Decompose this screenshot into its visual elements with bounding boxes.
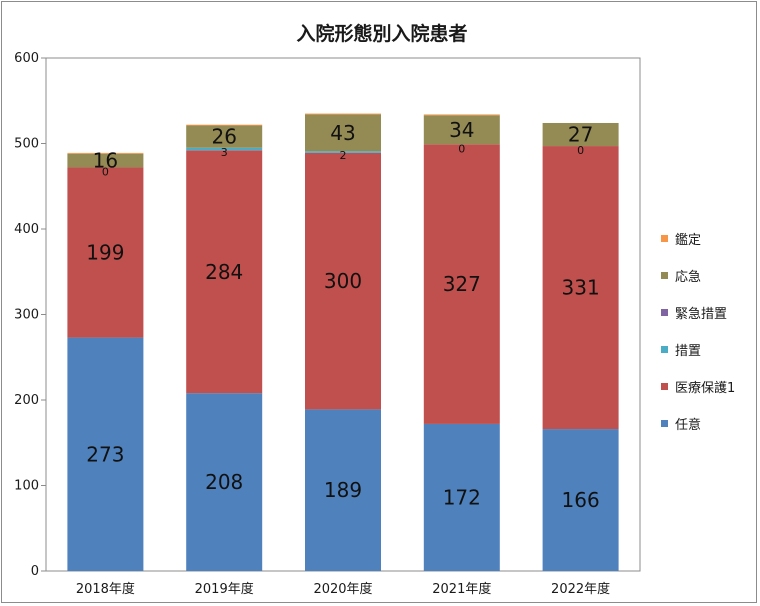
bar-segment [67,153,144,168]
data-label: 331 [562,276,600,300]
data-label: 16 [93,149,118,173]
legend-label: 鑑定 [675,232,701,248]
legend-label: 医療保護1 [675,380,735,396]
data-label: 0 [577,144,584,157]
legend-label: 緊急措置 [675,307,727,322]
x-tick-label: 2019年度 [195,581,254,597]
y-tick-label: 400 [14,222,39,237]
data-label: 189 [324,478,362,502]
bar-segment [542,146,619,430]
y-tick-label: 100 [14,479,39,494]
y-tick-label: 500 [14,137,39,152]
bar-segment [542,429,619,571]
data-label: 300 [324,269,362,293]
bar-segment [305,113,381,115]
bar-segment [423,115,500,145]
x-tick-label: 2020年度 [313,581,372,597]
data-label: 166 [562,488,600,512]
bar-segment [67,167,144,338]
bar-segment [67,152,144,154]
data-label: 199 [86,241,124,265]
bars [67,113,619,571]
chart-title: 入院形態別入院患者 [296,22,467,45]
data-label: 26 [211,125,236,149]
legend-swatch [661,346,668,353]
bar-segment [186,147,263,151]
legend-swatch [661,383,668,390]
data-label: 2 [340,149,347,162]
data-label: 27 [568,123,593,147]
bar-segment [423,114,500,116]
legend-swatch [661,235,668,242]
legend-label: 任意 [675,417,701,433]
bar-segment [186,125,263,148]
legend-swatch [661,272,668,279]
bar-segment [423,144,500,424]
x-tick-label: 2018年度 [76,581,135,597]
bar-segment [305,151,381,153]
y-tick-label: 300 [14,308,39,323]
data-labels: 2731990162082843261893002431723270341663… [86,118,599,512]
bar-segment [67,337,144,571]
data-label: 327 [443,272,481,296]
data-label: 284 [205,260,243,284]
bar-segment [186,150,263,394]
bar-segment [305,409,381,571]
legend-label: 措置 [675,344,701,359]
data-label: 43 [330,121,355,145]
data-label: 34 [449,118,474,142]
legend-swatch [661,420,668,427]
bar-segment [305,152,381,410]
x-tick-label: 2021年度 [432,581,491,597]
data-label: 208 [205,470,243,494]
legend-swatch [661,309,668,316]
y-tick-label: 600 [14,51,39,66]
bar-segment [186,393,263,571]
bar-segment [542,122,619,147]
data-label: 3 [221,146,228,159]
data-label: 0 [458,142,465,155]
data-label: 273 [86,442,124,466]
bar-segment [423,423,500,571]
x-tick-label: 2022年度 [551,581,610,597]
y-tick-label: 200 [14,393,39,408]
bar-segment [305,114,381,152]
bar-segment [186,124,263,126]
y-tick-label: 0 [31,564,39,579]
data-label: 0 [102,165,109,178]
data-label: 172 [443,485,481,509]
legend-label: 応急 [675,270,701,285]
